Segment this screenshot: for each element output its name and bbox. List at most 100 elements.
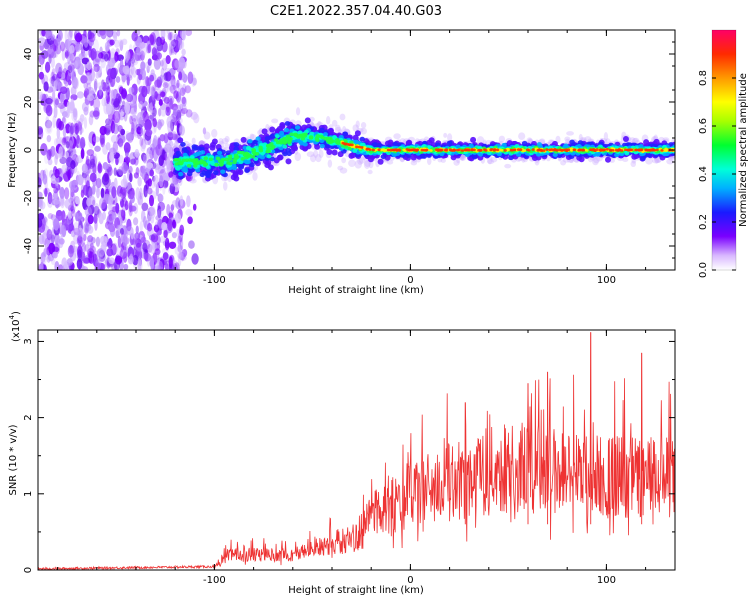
spectrogram-noise-blob	[66, 73, 71, 86]
spectrogram-noise-blob	[84, 206, 92, 217]
spectrogram-noise-blob	[162, 183, 166, 195]
spectrogram-noise-blob	[154, 220, 160, 229]
spectrogram-noise-blob	[118, 193, 123, 202]
spectrogram-noise-blob	[159, 258, 165, 270]
spectrogram-noise-blob	[153, 48, 160, 61]
spectrogram-noise-blob	[152, 118, 157, 128]
spectrogram-noise-blob	[119, 108, 125, 117]
spectrogram-noise-blob	[134, 148, 140, 158]
band-blob	[352, 134, 359, 141]
spectrogram-noise-blob	[66, 101, 71, 114]
spectrogram-noise-blob	[135, 225, 139, 234]
spectrogram-noise-blob	[174, 212, 182, 224]
band-halo-blob	[189, 178, 197, 184]
spectrogram-noise-blob	[109, 218, 113, 231]
spectrogram-noise-blob	[91, 133, 96, 147]
spectrogram-noise-blob	[106, 91, 110, 105]
band-blob	[269, 133, 276, 139]
spectrogram-noise-blob	[176, 79, 180, 89]
spectrogram-noise-blob	[92, 163, 97, 175]
spectrogram-noise-blob	[122, 65, 130, 75]
band-blob	[446, 140, 453, 146]
band-blob	[259, 155, 266, 160]
spectrogram-noise-blob	[45, 122, 53, 135]
spectrogram-noise-blob	[54, 168, 60, 179]
spectrogram-noise-blob	[162, 180, 169, 189]
spectrogram-noise-blob	[74, 32, 83, 43]
spectrogram-noise-blob	[72, 107, 78, 121]
spectrogram-noise-blob	[181, 30, 186, 41]
band-halo-blob	[629, 137, 636, 144]
spectrogram-noise-blob	[84, 173, 90, 187]
spectrogram-noise-blob	[167, 32, 172, 41]
band-blob	[261, 128, 268, 135]
band-blob	[194, 151, 200, 157]
spectrogram-noise-blob	[73, 77, 79, 90]
spectrogram-noise-blob	[166, 30, 171, 41]
spectrogram-noise-blob	[38, 71, 45, 80]
spectrogram-noise-blob	[69, 164, 75, 175]
spectrogram-noise-blob	[124, 200, 129, 211]
spectrogram-noise-blob	[140, 236, 147, 243]
spectrogram-noise-blob	[192, 77, 197, 86]
spectrogram-noise-blob	[117, 95, 123, 104]
band-halo-blob	[339, 113, 346, 121]
band-blob	[350, 152, 357, 159]
spectrogram-noise-blob	[102, 144, 108, 155]
spectrogram-noise-blob	[101, 199, 107, 209]
spectrogram-noise-blob	[97, 163, 103, 174]
band-halo-blob	[163, 172, 169, 181]
spectrogram-noise-blob	[115, 76, 121, 83]
band-blob	[220, 169, 226, 174]
spectrogram-noise-blob	[147, 58, 152, 66]
spectrogram-noise-blob	[158, 155, 165, 167]
spectrogram-noise-blob	[157, 201, 166, 212]
band-blob	[410, 154, 417, 161]
spectrogram-noise-blob	[130, 229, 135, 240]
spectrogram-noise-blob	[53, 138, 59, 146]
spectrogram-noise-blob	[75, 177, 81, 186]
band-blob	[319, 127, 325, 133]
spectrogram-noise-blob	[114, 118, 120, 128]
spectrogram-noise-blob	[101, 174, 110, 186]
spectrogram-noise-blob	[128, 68, 133, 79]
spectrogram-noise-blob	[137, 258, 142, 270]
band-halo-blob	[504, 163, 512, 169]
spectrogram-noise-blob	[138, 101, 144, 110]
band-halo-blob	[560, 159, 567, 166]
spectrogram-noise-blob	[68, 140, 73, 152]
band-blob	[282, 151, 288, 157]
spectrogram-noise-blob	[162, 82, 169, 89]
band-blob	[231, 165, 238, 171]
band-blob	[175, 150, 182, 156]
spectrogram-noise-blob	[46, 119, 52, 133]
band-blob	[233, 142, 240, 147]
band-blob	[283, 127, 290, 133]
spectrogram-noise-blob	[82, 174, 87, 181]
spectrogram-noise-blob	[178, 57, 186, 70]
spectrogram-noise-blob	[92, 110, 100, 117]
spectrogram-noise-blob	[68, 45, 75, 54]
spectrogram-noise-blob	[70, 199, 77, 212]
band-blob	[279, 130, 285, 136]
spectrogram-noise-blob	[99, 30, 106, 36]
spectrogram-noise-blob	[165, 106, 171, 116]
band-blob	[605, 156, 612, 163]
band-halo-blob	[437, 157, 443, 163]
band-blob	[380, 154, 387, 160]
spectrogram-noise-blob	[101, 81, 107, 92]
band-halo-blob	[221, 137, 229, 144]
spectrogram-noise-blob	[146, 148, 150, 160]
band-halo-blob	[164, 146, 172, 153]
spectrogram-noise-blob	[44, 188, 48, 197]
band-blob	[273, 157, 280, 164]
spectrogram-noise-blob	[123, 142, 131, 154]
spectrogram-noise-blob	[164, 143, 172, 153]
spectrogram-noise-blob	[86, 72, 92, 81]
spectrogram-noise-blob	[133, 50, 138, 64]
spectrogram-noise-blob	[98, 85, 103, 96]
spectrogram-noise-blob	[53, 155, 58, 165]
spectrogram-noise-blob	[108, 237, 112, 247]
spectrogram-noise-blob	[66, 122, 73, 133]
